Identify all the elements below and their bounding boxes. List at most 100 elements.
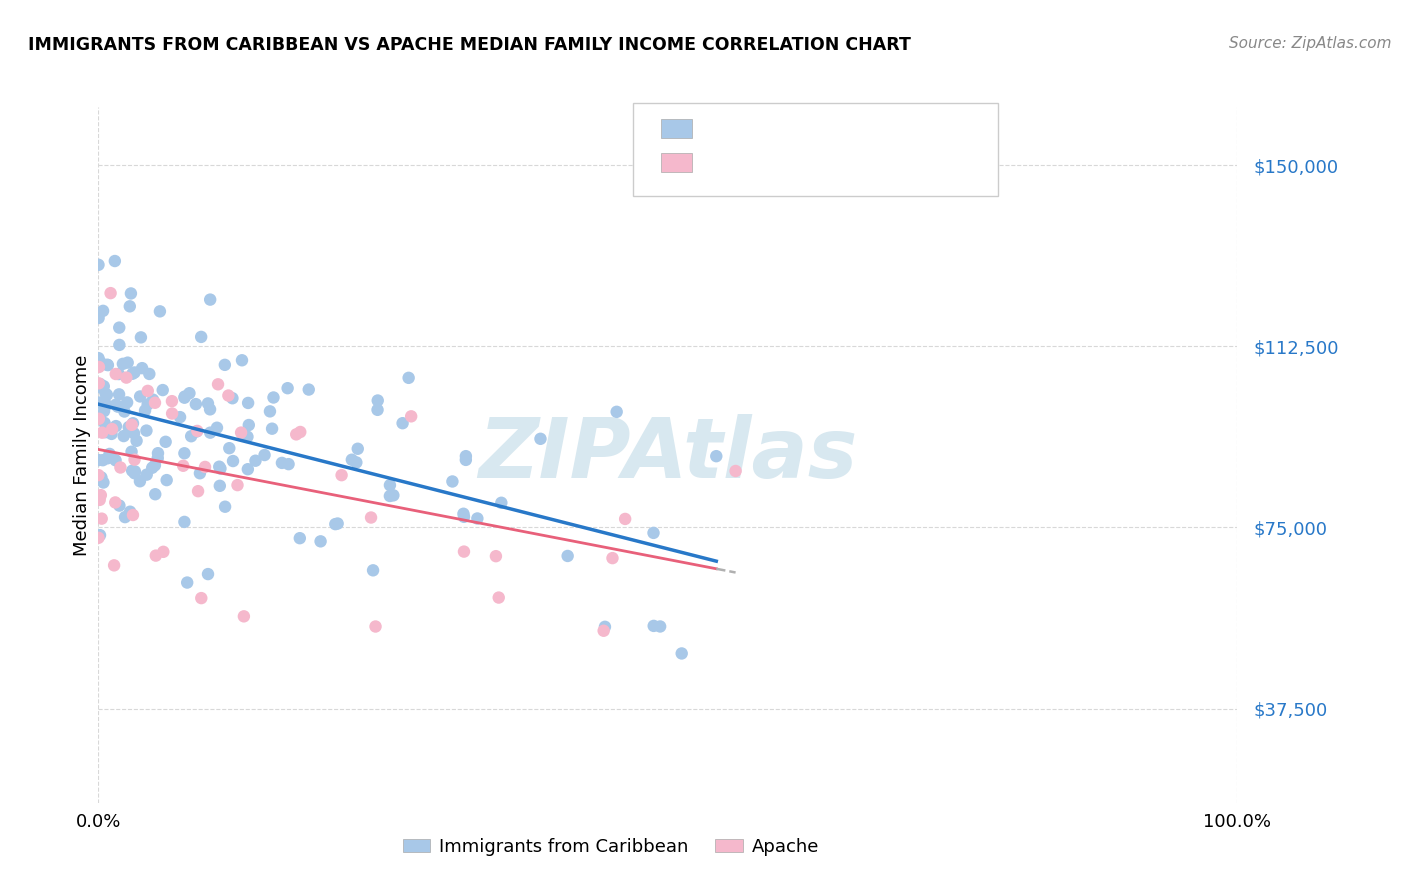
Point [100, 426, 122, 441]
Point [121, 444, 143, 458]
Point [205, 421, 228, 435]
Point [143, 396, 166, 410]
Point [89, 355, 111, 369]
Point [87, 351, 110, 366]
Point [134, 403, 156, 417]
Point [298, 383, 321, 397]
Point [236, 430, 259, 444]
Point [200, 425, 222, 440]
Point [491, 496, 513, 510]
Point [87, 258, 110, 272]
Point [135, 424, 157, 438]
Point [367, 393, 389, 408]
Point [104, 367, 127, 381]
Point [180, 429, 202, 443]
Point [87, 491, 110, 506]
Point [290, 425, 312, 439]
Point [277, 457, 299, 471]
Point [135, 467, 157, 482]
Point [671, 647, 693, 661]
Point [340, 452, 363, 467]
Point [271, 456, 294, 470]
Point [221, 391, 243, 405]
Point [87, 453, 110, 467]
Point [142, 392, 165, 407]
Point [226, 478, 249, 492]
Point [277, 381, 299, 395]
Point [467, 511, 489, 525]
Point [93, 404, 115, 418]
Point [378, 478, 401, 492]
Point [138, 367, 160, 381]
Point [187, 484, 209, 499]
Point [399, 409, 422, 424]
Point [214, 358, 236, 372]
Point [529, 432, 551, 446]
Point [208, 459, 231, 474]
Point [90, 470, 112, 484]
Point [91, 425, 114, 440]
Point [149, 304, 172, 318]
Point [129, 475, 152, 489]
Point [259, 404, 281, 418]
Point [104, 419, 127, 434]
Point [112, 429, 135, 443]
Point [222, 454, 245, 468]
Point [122, 426, 145, 441]
Point [93, 416, 115, 430]
Point [107, 400, 129, 414]
Point [111, 357, 134, 371]
Point [173, 390, 195, 404]
Point [197, 567, 219, 582]
Point [90, 381, 112, 395]
Point [89, 377, 111, 392]
Point [120, 286, 142, 301]
Point [87, 310, 110, 325]
Point [367, 402, 389, 417]
Point [361, 563, 384, 577]
Point [107, 367, 129, 381]
Text: R = -0.489   N =  49: R = -0.489 N = 49 [709, 153, 907, 171]
Point [90, 511, 112, 525]
Point [114, 510, 136, 524]
Point [229, 425, 252, 440]
Point [263, 391, 285, 405]
Point [97, 451, 120, 466]
Point [97, 424, 120, 438]
Point [87, 531, 110, 545]
Point [453, 544, 475, 558]
Point [115, 370, 138, 384]
Point [87, 468, 110, 483]
Point [124, 467, 146, 481]
Point [98, 447, 121, 461]
Point [104, 254, 127, 268]
Point [208, 479, 231, 493]
Point [485, 549, 508, 564]
Point [453, 509, 475, 524]
Point [91, 453, 114, 467]
Point [94, 425, 117, 440]
Point [231, 353, 253, 368]
Point [724, 464, 747, 478]
Point [104, 398, 127, 412]
Point [96, 398, 118, 412]
Point [179, 386, 201, 401]
Text: IMMIGRANTS FROM CARIBBEAN VS APACHE MEDIAN FAMILY INCOME CORRELATION CHART: IMMIGRANTS FROM CARIBBEAN VS APACHE MEDI… [28, 36, 911, 54]
Text: ZIPAtlas: ZIPAtlas [478, 415, 858, 495]
Point [172, 458, 194, 473]
Point [136, 384, 159, 398]
Point [143, 458, 166, 473]
Point [87, 359, 110, 374]
Point [101, 422, 124, 436]
Point [169, 410, 191, 425]
Point [614, 512, 637, 526]
Point [89, 492, 111, 507]
Point [121, 417, 143, 432]
Point [262, 422, 284, 436]
Point [124, 366, 146, 380]
Point [118, 420, 141, 434]
Point [108, 499, 131, 513]
Point [643, 525, 665, 540]
Point [108, 387, 131, 401]
Point [103, 558, 125, 573]
